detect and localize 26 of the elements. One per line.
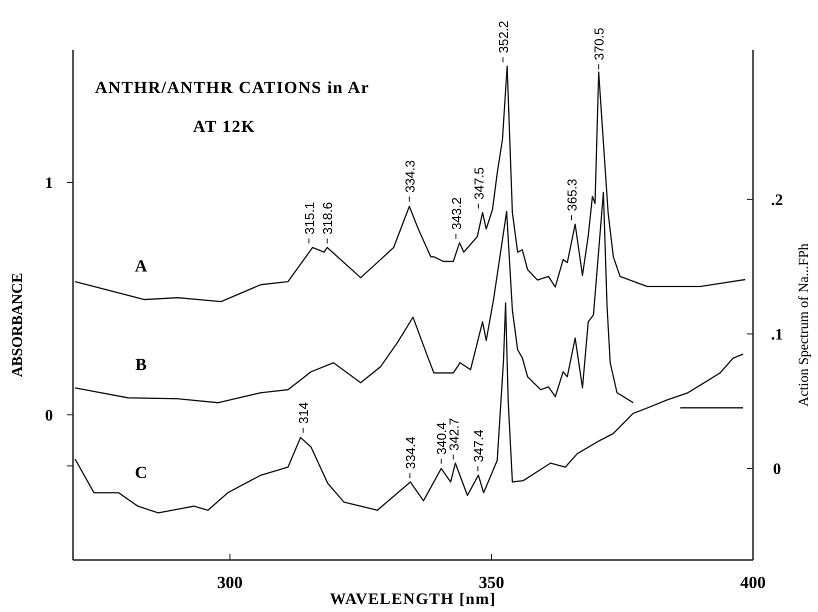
annotation: 365.3 (564, 178, 580, 212)
annotation: 315.1 (302, 202, 317, 234)
annotation: 334.3 (402, 160, 418, 193)
annotation: 334.4 (402, 436, 418, 470)
annotation: 347.4 (470, 430, 486, 462)
annotation: 352.2 (496, 20, 511, 54)
x-tick-label: 350 (478, 573, 504, 592)
x-axis-title: WAVELENGTH [nm] (330, 591, 496, 608)
y-tick-label: 1 (45, 175, 53, 192)
y2-tick-label: .2 (771, 192, 783, 209)
series-label: B (135, 354, 147, 374)
x-tick-label: 300 (217, 573, 243, 592)
y-axis-title: ABSORBANCE (10, 272, 26, 378)
annotation: 318.6 (320, 202, 336, 234)
text: ANTHR/ANTHR CATIONS in Ar (95, 78, 370, 97)
y2-axis-title: Action Spectrum of Na...FPh (797, 243, 812, 407)
annotation: 370.5 (592, 28, 607, 60)
series-label: A (134, 256, 148, 276)
annotation: 343.2 (448, 197, 464, 230)
series-label: C (134, 463, 148, 482)
annotation: 314 (296, 402, 312, 424)
y2-tick-label: .1 (771, 326, 783, 344)
x-tick-label: 400 (740, 573, 766, 592)
text: AT 12K (193, 117, 256, 136)
y2-tick-label: 0 (773, 461, 781, 478)
annotation: 347.5 (471, 167, 486, 200)
